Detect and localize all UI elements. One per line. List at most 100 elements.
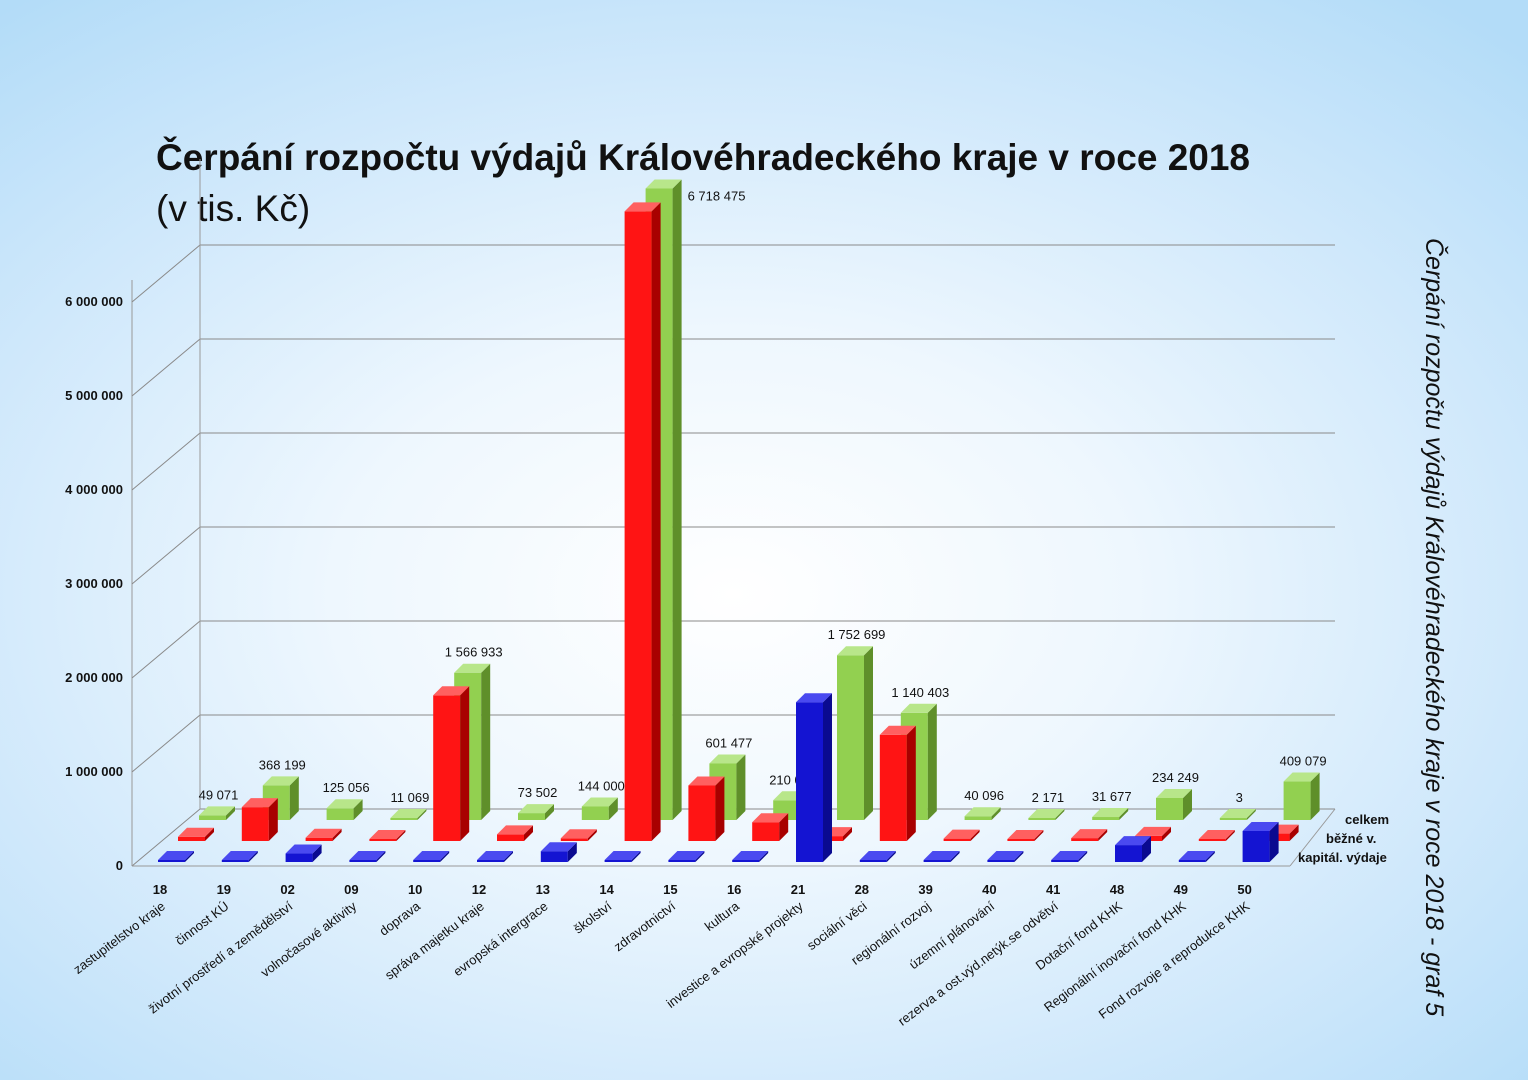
gridline-side: [131, 808, 201, 867]
bar-front: [326, 808, 354, 820]
bar-side: [759, 851, 769, 862]
bar-kapitlvdaje-13: [540, 842, 577, 862]
x-code-label: 15: [663, 882, 677, 897]
bar-front: [1156, 797, 1183, 820]
gridline-side: [131, 432, 201, 491]
bar-side: [823, 693, 832, 862]
bar-celkem-09: [390, 809, 427, 820]
bar-front: [221, 860, 249, 862]
bar-front: [1028, 818, 1056, 820]
x-code-label: 14: [599, 882, 614, 897]
bar-top: [604, 851, 641, 860]
bar-front: [560, 838, 588, 841]
bar-side: [608, 797, 618, 820]
x-category-label: zdravotnictví: [611, 898, 679, 954]
bar-bnv-09: [369, 830, 406, 841]
x-code-label: 48: [1110, 882, 1124, 897]
bar-kapitlvdaje-28: [859, 851, 896, 862]
bar-top: [560, 829, 597, 839]
bar-front: [796, 702, 823, 862]
bar-top: [837, 646, 873, 656]
bar-side: [1269, 821, 1279, 862]
bar-side: [545, 804, 554, 820]
bar-bnv-02: [305, 828, 342, 841]
bar-side: [248, 851, 258, 862]
bar-top: [199, 806, 235, 816]
bar-front: [433, 695, 461, 841]
bar-top: [964, 807, 1001, 817]
bar-celkem-48: [1156, 788, 1192, 820]
data-label: 31 677: [1092, 789, 1132, 804]
y-tick-label: 2 000 000: [65, 670, 123, 685]
bar-top: [1092, 808, 1129, 818]
bar-front: [688, 785, 716, 841]
bar-bnv-39: [943, 829, 980, 841]
bar-top: [987, 851, 1024, 860]
bar-front: [305, 837, 333, 841]
bar-side: [205, 827, 214, 841]
bar-side: [779, 813, 789, 841]
bar-top: [241, 798, 278, 808]
bar-front: [241, 807, 269, 841]
bar-top: [158, 851, 194, 860]
bar-top: [1007, 830, 1044, 839]
data-label: 49 071: [199, 787, 239, 802]
data-label: 144 000: [578, 778, 625, 793]
bar-top: [624, 202, 661, 212]
bar-side: [1289, 824, 1299, 841]
bar-kapitlvdaje-12: [477, 851, 513, 862]
bar-front: [1283, 781, 1311, 820]
bar-top: [752, 813, 789, 823]
gridline-side: [131, 338, 201, 397]
bar-side: [1225, 830, 1235, 841]
bar-top: [178, 827, 214, 837]
x-category-label: doprava: [376, 898, 423, 939]
bar-top: [413, 851, 450, 860]
bar-celkem-40: [1028, 809, 1065, 820]
bar-top: [1156, 788, 1192, 798]
bar-top: [1115, 836, 1151, 846]
x-category-label: činnost KÚ: [172, 898, 231, 948]
x-category-label: zastupitelstvo kraje: [70, 898, 167, 977]
bar-front: [540, 851, 568, 862]
y-tick-label: 4 000 000: [65, 482, 123, 497]
bar-kapitlvdaje-19: [221, 851, 258, 862]
bar-front: [837, 655, 864, 820]
bar-side: [481, 663, 491, 820]
x-code-label: 41: [1046, 882, 1060, 897]
bar-bnv-14: [624, 202, 661, 841]
bar-front: [604, 860, 632, 862]
bar-kapitlvdaje-40: [987, 851, 1024, 862]
data-label: 368 199: [259, 757, 306, 772]
bar-side: [1098, 829, 1108, 841]
bar-side: [312, 844, 322, 862]
bar-top: [369, 830, 406, 839]
bar-side: [185, 851, 194, 862]
bar-top: [645, 179, 682, 189]
bar-celkem-39: [964, 807, 1001, 820]
bar-top: [1283, 772, 1320, 782]
bar-front: [199, 815, 226, 820]
bar-bnv-13: [560, 829, 597, 841]
bar-bnv-12: [497, 825, 533, 841]
bar-bnv-41: [1071, 829, 1108, 841]
bar-front: [497, 834, 524, 841]
bar-front: [349, 860, 377, 862]
bar-top: [709, 754, 746, 764]
bar-top: [1198, 830, 1235, 839]
bar-top: [688, 776, 725, 786]
bar-kapitlvdaje-50: [1242, 821, 1279, 862]
bar-top: [1051, 851, 1088, 860]
bar-top: [732, 851, 769, 860]
data-label: 3: [1236, 790, 1243, 805]
bar-front: [1219, 818, 1247, 820]
gridline-side: [131, 244, 201, 303]
bar-kapitlvdaje-49: [1178, 851, 1215, 862]
data-label: 1 566 933: [445, 645, 503, 660]
bar-side: [1142, 836, 1151, 862]
bar-front: [668, 860, 696, 862]
bar-side: [906, 725, 916, 841]
x-code-label: 39: [918, 882, 932, 897]
bar-front: [477, 860, 504, 862]
bar-front: [1178, 860, 1206, 862]
